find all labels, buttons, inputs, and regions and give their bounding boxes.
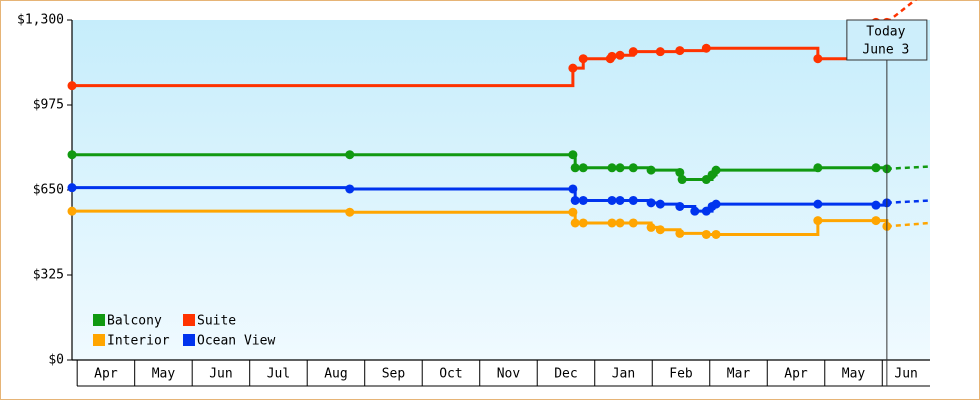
x-tick-label: Dec — [554, 367, 577, 382]
price-point — [345, 150, 355, 160]
x-tick-label: Oct — [439, 367, 462, 382]
price-point — [615, 50, 625, 60]
price-point — [570, 195, 580, 205]
y-tick-label: $325 — [33, 268, 64, 283]
x-tick-label: Sep — [382, 367, 406, 382]
y-tick-label: $650 — [33, 183, 64, 198]
x-tick-label: Jun — [209, 367, 232, 382]
price-point — [701, 43, 711, 53]
today-label: June 3 — [862, 43, 909, 58]
price-point — [345, 207, 355, 217]
price-point — [871, 163, 881, 173]
x-tick-label: Nov — [497, 367, 521, 382]
x-tick-label: Mar — [727, 367, 751, 382]
price-point — [711, 229, 721, 239]
price-point — [570, 163, 580, 173]
legend-label: Ocean View — [197, 334, 275, 349]
x-tick-label: May — [842, 367, 866, 382]
price-point — [711, 165, 721, 175]
price-point — [711, 199, 721, 209]
y-tick-label: $0 — [48, 353, 64, 368]
price-point — [578, 195, 588, 205]
price-point — [568, 207, 578, 217]
price-point — [813, 216, 823, 226]
price-point — [675, 167, 685, 177]
price-point — [675, 201, 685, 211]
price-point — [628, 218, 638, 228]
price-point — [67, 150, 77, 160]
price-line — [72, 186, 889, 213]
price-point — [615, 218, 625, 228]
forecast-line — [886, 0, 918, 24]
price-point — [628, 47, 638, 57]
price-point — [568, 184, 578, 194]
price-point — [578, 163, 588, 173]
today-label: Today — [866, 25, 905, 40]
x-tick-label: Apr — [94, 367, 118, 382]
today-box — [846, 19, 928, 61]
legend-label: Balcony — [107, 314, 162, 329]
x-tick-label: May — [152, 367, 176, 382]
price-point — [701, 229, 711, 239]
price-point — [615, 195, 625, 205]
price-point — [607, 218, 617, 228]
price-point — [677, 175, 687, 185]
price-point — [67, 183, 77, 193]
legend-swatch — [183, 314, 195, 326]
price-point — [578, 54, 588, 64]
y-tick-label: $975 — [33, 98, 64, 113]
price-point — [646, 222, 656, 232]
price-point — [615, 163, 625, 173]
price-point — [607, 195, 617, 205]
price-point — [813, 54, 823, 64]
legend-swatch — [183, 334, 195, 346]
price-point — [568, 63, 578, 73]
legend-swatch — [93, 334, 105, 346]
x-tick-label: Jan — [612, 367, 635, 382]
price-point — [568, 150, 578, 160]
price-point — [813, 163, 823, 173]
price-point — [67, 206, 77, 216]
price-point — [871, 200, 881, 210]
legend-label: Suite — [197, 314, 236, 329]
price-point — [607, 163, 617, 173]
price-point — [607, 51, 617, 61]
price-point — [628, 195, 638, 205]
price-point — [871, 216, 881, 226]
price-point — [646, 198, 656, 208]
price-point — [675, 228, 685, 238]
price-point — [690, 206, 700, 216]
price-point — [655, 225, 665, 235]
legend-swatch — [93, 314, 105, 326]
x-tick-label: Apr — [784, 367, 808, 382]
x-tick-label: Feb — [669, 367, 693, 382]
price-point — [655, 47, 665, 57]
price-point — [67, 81, 77, 91]
price-point — [345, 184, 355, 194]
x-tick-label: Aug — [324, 367, 347, 382]
x-tick-label: Jul — [267, 367, 290, 382]
price-point — [578, 218, 588, 228]
x-tick-label: Jun — [894, 367, 917, 382]
price-point — [813, 199, 823, 209]
forecast-line — [886, 199, 931, 205]
forecast-line — [886, 221, 931, 228]
y-tick-label: $1,300 — [17, 13, 64, 28]
price-point — [655, 199, 665, 209]
price-point — [628, 163, 638, 173]
legend-label: Interior — [107, 334, 170, 349]
price-point — [675, 46, 685, 56]
price-point — [646, 165, 656, 175]
forecast-line — [886, 165, 931, 171]
price-point — [570, 218, 580, 228]
